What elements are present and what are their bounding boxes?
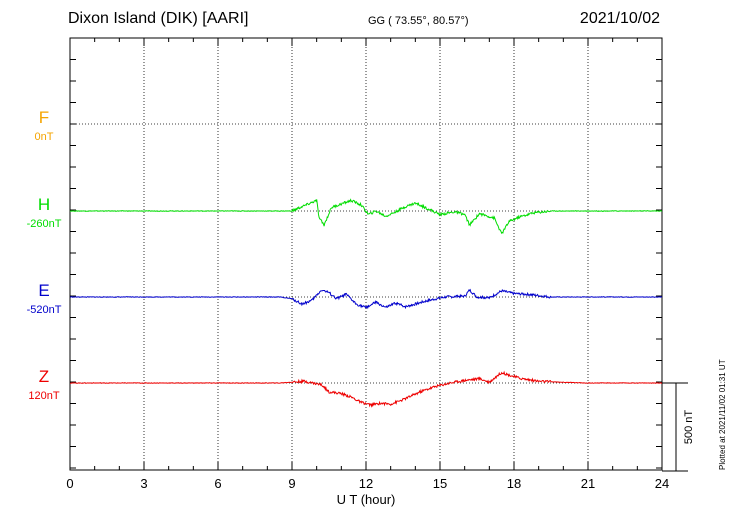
x-tick-label: 0 xyxy=(66,476,73,491)
channel-baseline-f: 0nT xyxy=(35,131,54,143)
x-axis-label: U T (hour) xyxy=(337,492,396,507)
trace-h xyxy=(69,198,662,235)
x-tick-label: 9 xyxy=(288,476,295,491)
channel-label-h: H xyxy=(38,195,50,214)
date-label: 2021/10/02 xyxy=(579,10,660,27)
x-tick-label: 15 xyxy=(433,476,447,491)
x-tick-label: 24 xyxy=(655,476,669,491)
scale-bar-label: 500 nT xyxy=(683,410,695,445)
x-tick-label: 3 xyxy=(140,476,147,491)
channel-baseline-h: -260nT xyxy=(27,218,62,230)
trace-e xyxy=(69,288,663,310)
channel-label-f: F xyxy=(39,108,49,127)
x-tick-label: 12 xyxy=(359,476,373,491)
channel-label-e: E xyxy=(38,281,49,300)
channel-label-z: Z xyxy=(39,367,49,386)
x-tick-label: 21 xyxy=(581,476,595,491)
coordinates-label: GG ( 73.55°, 80.57°) xyxy=(368,15,469,27)
x-tick-label: 18 xyxy=(507,476,521,491)
channel-baseline-z: 120nT xyxy=(28,390,59,402)
x-tick-label: 6 xyxy=(214,476,221,491)
channel-baseline-e: -520nT xyxy=(27,304,62,316)
trace-z xyxy=(70,370,663,408)
station-title: Dixon Island (DIK) [AARI] xyxy=(68,10,249,27)
